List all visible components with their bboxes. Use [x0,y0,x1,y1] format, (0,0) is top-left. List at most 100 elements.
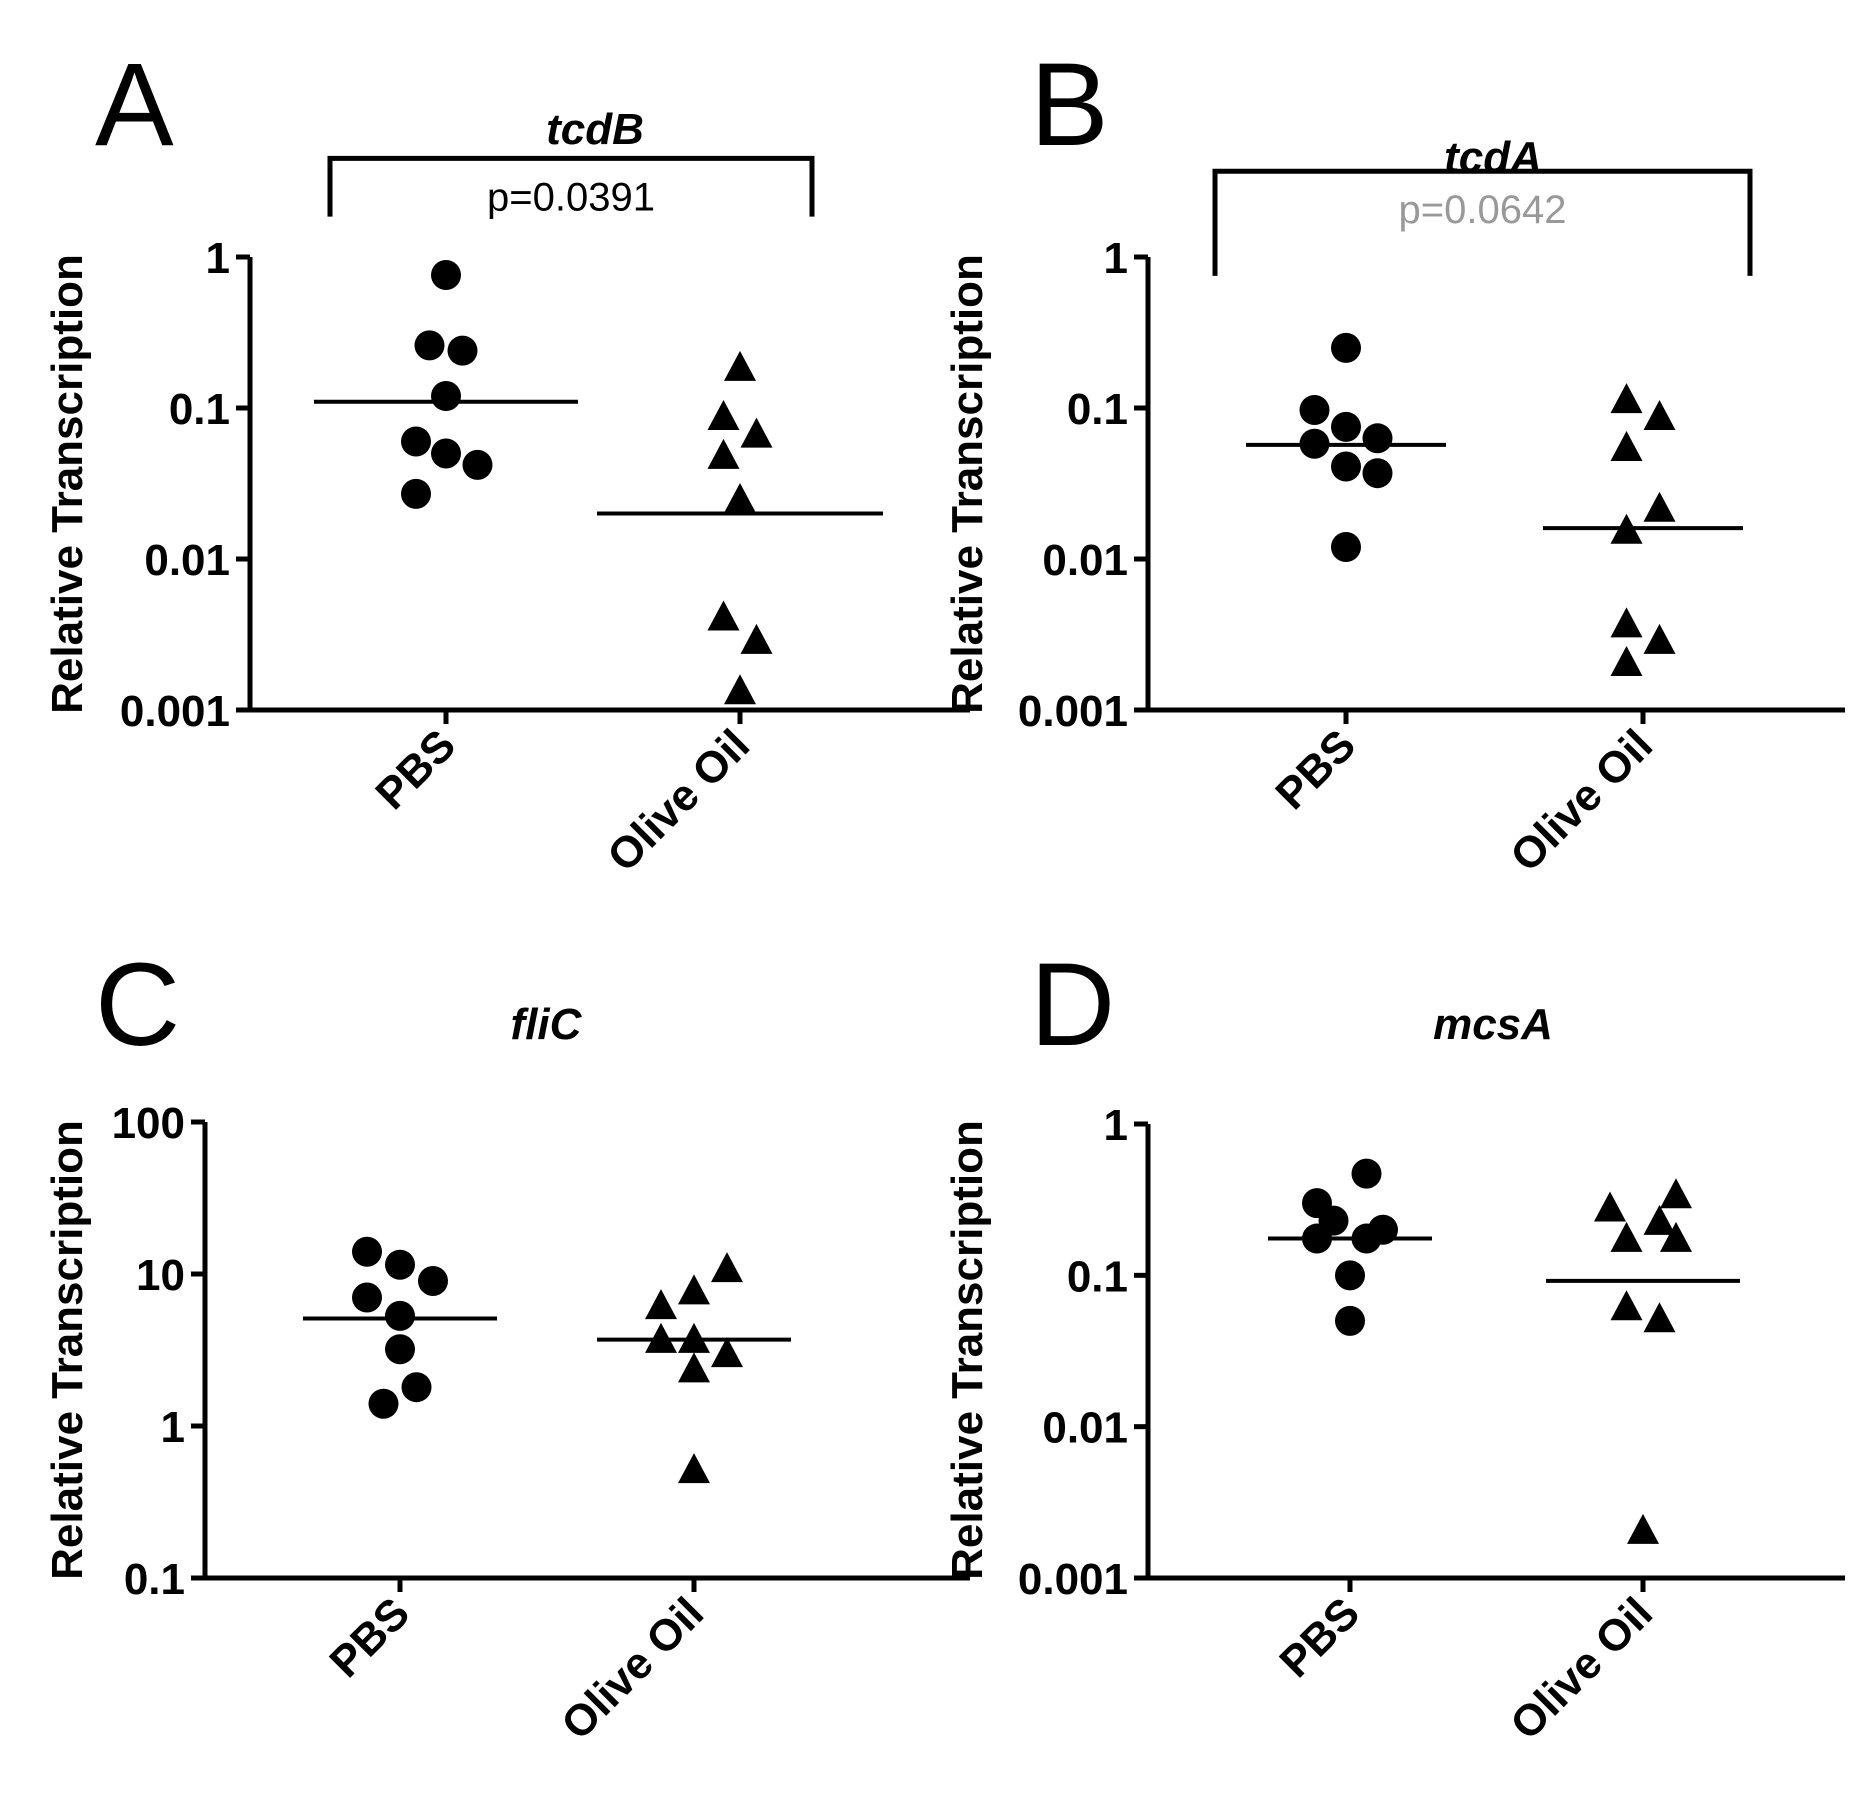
data-point-circle [352,1236,382,1267]
data-point-circle [1299,394,1330,425]
data-point-triangle [740,623,773,654]
data-point-triangle [1610,431,1643,462]
data-point-triangle [1594,1191,1626,1222]
y-tick-label: 0.001 [1018,1555,1128,1604]
data-point-circle [462,449,493,480]
y-tick-label: 0.1 [124,1555,185,1604]
data-point-circle [447,335,478,366]
data-point-circle [431,381,461,412]
data-point-triangle [707,438,740,469]
data-point-circle [385,1334,415,1365]
data-point-circle [352,1282,382,1313]
gene-title: tcdB [546,105,644,154]
data-point-triangle [1610,645,1643,676]
data-point-circle [368,1388,399,1419]
y-tick-label: 0.01 [144,536,230,585]
data-point-circle [431,438,461,469]
y-tick-label: 100 [112,1099,185,1148]
y-axis-label: Relative Transcription [43,1120,92,1580]
x-tick-label: Olive Oil [598,720,759,881]
data-point-triangle [678,1352,710,1383]
data-point-triangle [707,400,740,431]
y-axis-label: Relative Transcription [43,254,92,714]
y-tick-label: 0.001 [120,687,230,736]
p-value-label: p=0.0642 [1399,188,1567,232]
data-point-circle [1362,423,1393,454]
y-tick-label: 1 [1104,234,1128,283]
data-point-circle [1331,411,1361,442]
y-tick-label: 0.001 [1018,687,1128,736]
panel-letter: C [95,939,180,1071]
data-point-triangle [1610,1290,1643,1321]
data-point-triangle [1643,1302,1676,1333]
y-tick-label: 0.01 [1042,1404,1128,1453]
x-tick-label: PBS [1270,1588,1369,1687]
data-point-triangle [1610,383,1643,414]
significance-bracket [1212,168,1753,276]
data-point-triangle [678,1274,710,1305]
x-tick-label: PBS [366,720,465,819]
x-tick-label: Olive Oil [552,1588,713,1749]
data-point-circle [401,1372,432,1403]
gene-title: tcdA [1444,133,1542,182]
data-point-triangle [1643,1204,1676,1235]
data-point-circle [418,1265,448,1296]
y-axis-label: Relative Transcription [943,254,992,714]
data-point-circle [1335,1305,1365,1336]
panel-letter: B [1030,39,1109,171]
data-point-triangle [645,1289,677,1320]
panel-letter: A [95,39,174,171]
data-point-triangle [1660,1221,1692,1252]
data-point-triangle [711,1337,743,1368]
y-tick-label: 1 [1104,1101,1128,1150]
data-point-circle [414,330,445,361]
data-point-triangle [707,600,740,631]
panel-letter: D [1030,939,1115,1071]
x-tick-label: Olive Oil [1501,720,1662,881]
data-point-circle [385,1300,415,1331]
y-tick-label: 1 [206,234,230,283]
data-point-triangle [724,674,756,705]
data-point-circle [401,426,431,457]
data-point-circle [1362,458,1393,489]
gene-title: mcsA [1433,1000,1553,1049]
data-point-circle [1331,332,1361,363]
data-point-circle [1331,451,1361,482]
data-point-circle [1351,1158,1382,1189]
data-point-triangle [1660,1178,1692,1209]
data-point-circle [401,478,431,509]
y-tick-label: 0.1 [1067,385,1128,434]
data-point-triangle [1610,607,1643,638]
x-tick-label: PBS [320,1588,419,1687]
data-point-triangle [1643,400,1676,431]
y-axis-label: Relative Transcription [943,1120,992,1580]
data-point-triangle [678,1453,710,1484]
data-point-triangle [740,417,773,448]
data-point-circle [385,1249,415,1280]
data-point-triangle [711,1252,743,1283]
gene-title: fliC [511,1000,583,1049]
data-point-circle [1335,1260,1365,1291]
x-tick-label: Olive Oil [1501,1588,1662,1749]
data-point-triangle [1627,1513,1659,1544]
data-point-triangle [724,350,756,381]
significance-bracket [327,155,815,217]
data-point-triangle [1643,623,1676,654]
y-tick-label: 0.1 [1067,1252,1128,1301]
y-tick-label: 10 [136,1251,185,1300]
data-point-circle [431,259,461,290]
data-point-triangle [1610,1221,1643,1252]
y-tick-label: 1 [161,1403,185,1452]
x-tick-label: PBS [1266,720,1365,819]
data-point-triangle [1643,491,1676,522]
data-point-triangle [724,482,756,513]
y-tick-label: 0.01 [1042,536,1128,585]
p-value-label: p=0.0391 [487,175,655,219]
data-point-circle [1331,532,1361,563]
y-tick-label: 0.1 [169,385,230,434]
